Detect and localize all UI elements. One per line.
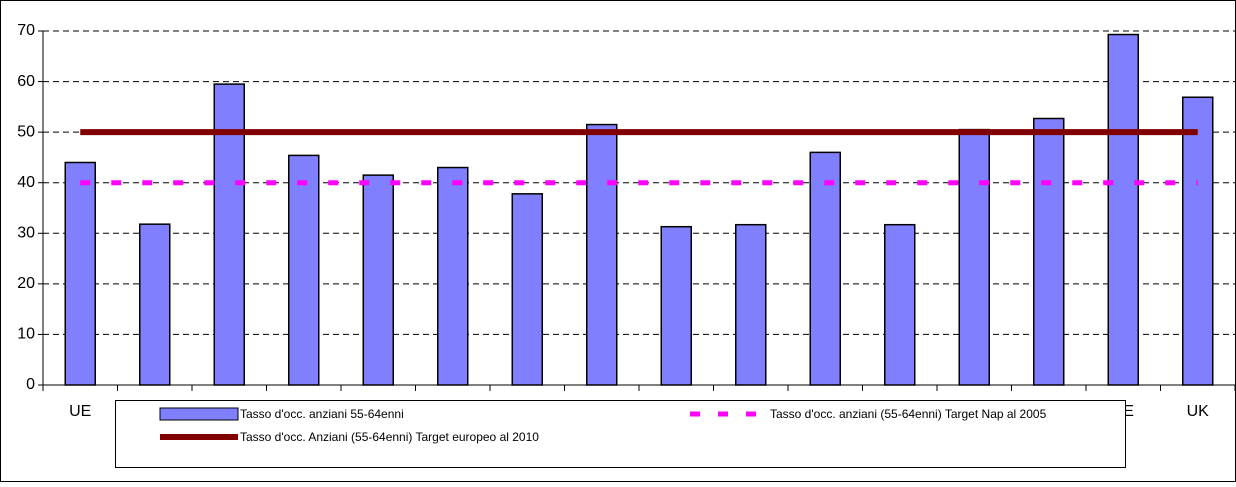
bar [362, 174, 394, 386]
y-tick-label: 60 [17, 73, 35, 90]
x-tick-label: UK [1187, 403, 1210, 420]
legend-label: Tasso d'occ. Anziani (55-64enni) Target … [240, 430, 539, 444]
bar [511, 193, 543, 386]
bar [1107, 33, 1139, 386]
y-tick-label: 70 [17, 22, 35, 39]
bar [809, 151, 841, 386]
bar [139, 223, 171, 386]
bar [660, 225, 692, 386]
legend-label: Tasso d'occ. anziani (55-64enni) Target … [770, 407, 1047, 421]
bar [586, 123, 618, 386]
bar [1033, 117, 1065, 386]
y-tick-label: 0 [26, 376, 35, 393]
bar [1182, 96, 1214, 386]
x-tick-label: UE [69, 403, 91, 420]
bar [64, 161, 96, 386]
bar [437, 166, 469, 386]
y-tick-label: 30 [17, 225, 35, 242]
y-tick-label: 20 [17, 275, 35, 292]
legend-box [115, 400, 1126, 468]
y-tick-label: 40 [17, 174, 35, 191]
legend-swatch [159, 407, 239, 421]
y-tick-label: 10 [17, 326, 35, 343]
legend: Tasso d'occ. anziani 55-64enni Tasso d'oc… [115, 400, 1126, 468]
bar [288, 154, 320, 386]
bar [958, 128, 990, 386]
y-tick-label: 50 [17, 123, 35, 140]
legend-label: Tasso d'occ. anziani 55-64enni [240, 407, 404, 421]
bar [735, 223, 767, 386]
bar [884, 223, 916, 386]
